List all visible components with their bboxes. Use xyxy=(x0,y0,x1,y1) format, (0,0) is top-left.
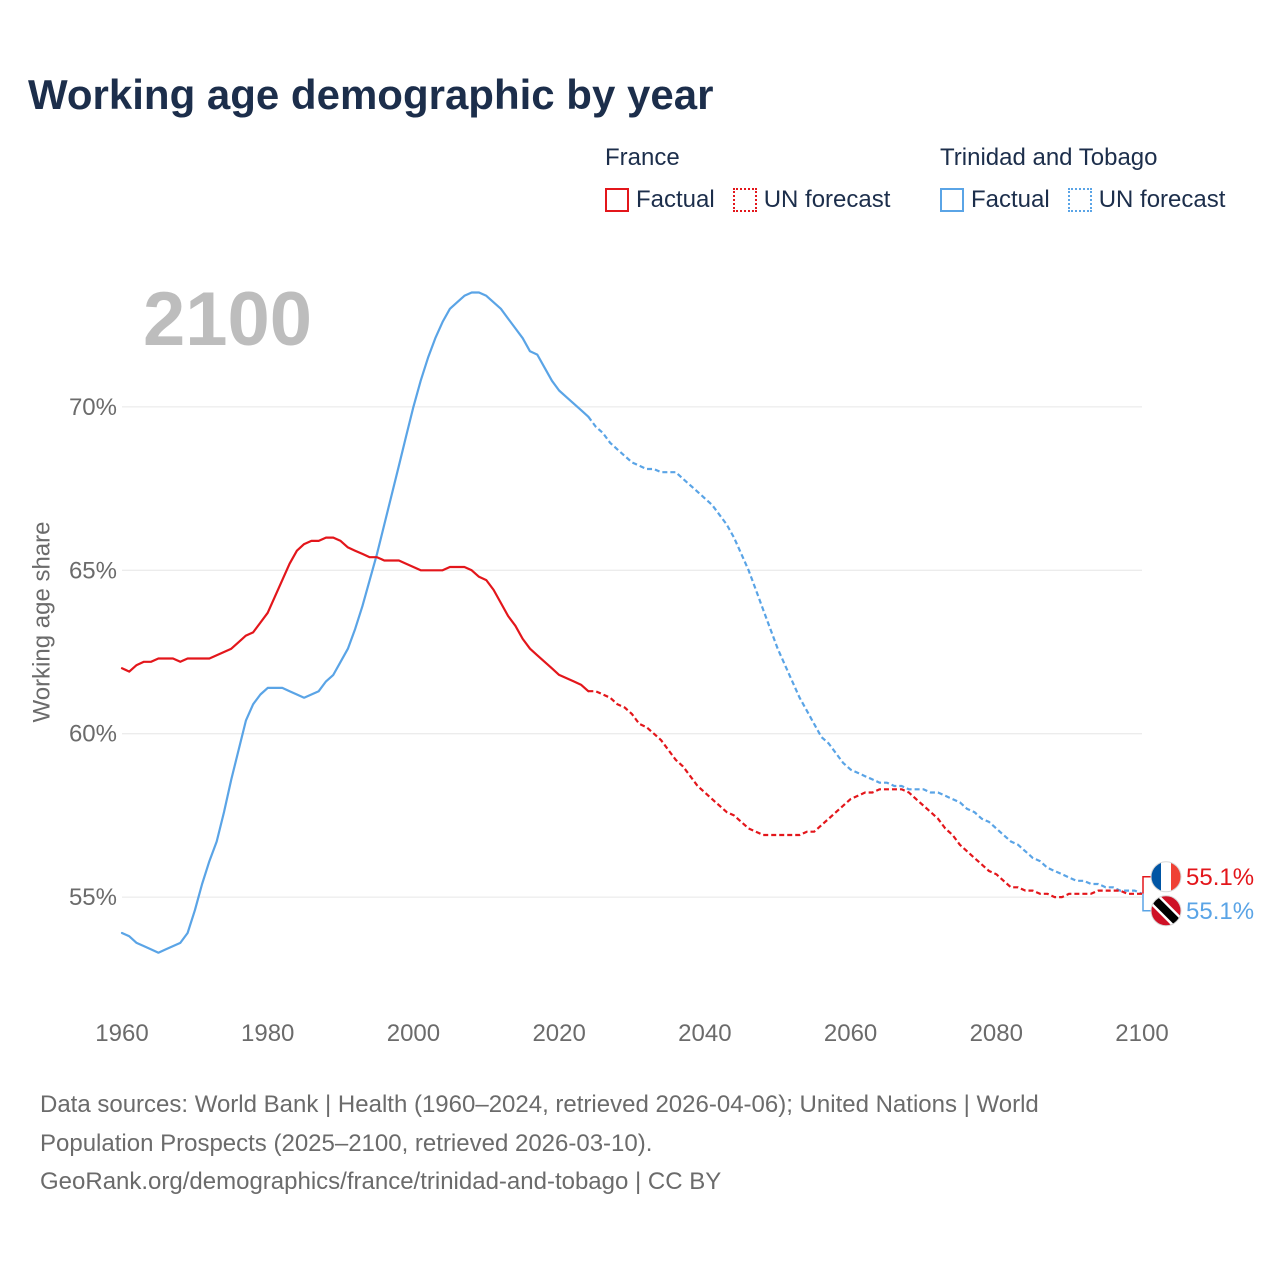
y-tick-label: 70% xyxy=(69,394,117,421)
y-tick-label: 60% xyxy=(69,721,117,748)
flag-stripe-blue xyxy=(1151,861,1161,892)
legend-swatch-forecast xyxy=(732,188,757,212)
legend-swatch-factual xyxy=(940,188,964,212)
flag-stripe-red xyxy=(1171,861,1181,892)
chart-title: Working age demographic by year xyxy=(28,71,714,118)
legend-label-factual: Factual xyxy=(636,186,715,213)
legend-label-forecast: UN forecast xyxy=(763,186,891,213)
series-lines xyxy=(120,291,1143,954)
legend-items: Factual UN forecast xyxy=(605,186,890,214)
flag-graphic xyxy=(1151,895,1181,926)
x-tick-label: 2060 xyxy=(824,1020,877,1047)
y-tick-label: 55% xyxy=(69,884,117,911)
france-end-label-connector xyxy=(1142,876,1151,894)
legend-group-france: France Factual UN forecast xyxy=(605,144,890,214)
trinidad-and-tobago-forecast-line xyxy=(587,416,1143,895)
x-tick-label: 2080 xyxy=(970,1020,1023,1047)
footer-sources-line: Population Prospects (2025–2100, retriev… xyxy=(40,1129,653,1157)
trinidad-and-tobago-end-label-connector xyxy=(1142,893,1151,912)
trinidad-and-tobago-end-label: 55.1% xyxy=(1186,898,1254,925)
gridlines xyxy=(122,406,1142,898)
footer-url: GeoRank.org/demographics/france/trinidad… xyxy=(40,1168,722,1195)
x-tick-labels: 1960 1980 2000 2020 2040 2060 2080 2100 xyxy=(95,1020,1168,1047)
x-tick-label: 1980 xyxy=(241,1020,294,1047)
y-tick-labels: 55% 60% 65% 70% xyxy=(69,394,117,911)
end-labels: 55.1% 55.1% xyxy=(1142,861,1254,927)
legend-label-forecast: UN forecast xyxy=(1098,186,1226,213)
x-tick-label: 2100 xyxy=(1115,1020,1168,1047)
legend-group-title: Trinidad and Tobago xyxy=(940,144,1158,171)
france-factual-line xyxy=(120,536,590,693)
x-tick-label: 2020 xyxy=(532,1020,585,1047)
legend-swatch-forecast xyxy=(1067,188,1092,212)
flag-outline xyxy=(1150,895,1182,927)
y-tick-label: 65% xyxy=(69,557,117,584)
france-forecast-line xyxy=(588,690,1142,899)
x-tick-label: 2000 xyxy=(387,1020,440,1047)
footer-sources: Data sources: World Bank | Health (1960–… xyxy=(40,1086,1039,1202)
legend-group-trinidad-and-tobago: Trinidad and Tobago Factual UN forecast xyxy=(940,144,1225,214)
y-axis-label: Working age share xyxy=(29,522,56,723)
flag-stripe-white xyxy=(1161,861,1171,892)
x-tick-label: 1960 xyxy=(95,1020,148,1047)
legend-label-factual: Factual xyxy=(971,186,1050,213)
x-tick-label: 2040 xyxy=(678,1020,731,1047)
legend-group-title: France xyxy=(605,144,680,171)
current-year-label: 2100 xyxy=(143,277,312,362)
france-end-label: 55.1% xyxy=(1186,864,1254,891)
france-flag-icon xyxy=(1150,861,1182,893)
trinidad-and-tobago-flag-icon xyxy=(1150,895,1182,927)
footer-sources-line: Data sources: World Bank | Health (1960–… xyxy=(40,1091,1039,1118)
flag-outline xyxy=(1150,861,1182,893)
trinidad-and-tobago-factual-line xyxy=(120,291,590,954)
flag-graphic xyxy=(1151,861,1181,892)
legend-items: Factual UN forecast xyxy=(940,186,1225,214)
legend-swatch-factual xyxy=(605,188,629,212)
